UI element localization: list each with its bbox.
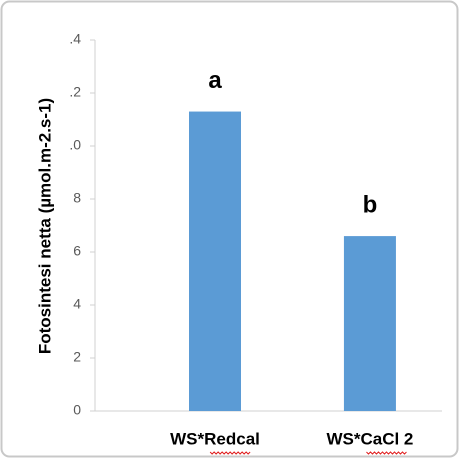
y-tick-label: 0 [73, 402, 81, 418]
y-tick-label: 2 [73, 349, 81, 365]
spellcheck-underline [366, 451, 407, 455]
bar [343, 236, 396, 411]
y-tick-label: .0 [69, 137, 81, 153]
x-tick-label: WS*CaCl 2 [326, 429, 413, 448]
x-tick-label: WS*Redcal [170, 429, 260, 448]
bar [189, 111, 241, 412]
y-tick-label: .4 [69, 31, 81, 47]
y-tick-label: .2 [69, 84, 81, 100]
y-axis-label: Fotosintesi netta (µmol.m-2.s-1) [35, 98, 54, 354]
annotation: b [363, 191, 378, 218]
y-tick-label: 4 [73, 296, 81, 312]
annotation: a [208, 67, 222, 94]
y-tick-label: 6 [73, 243, 81, 259]
spellcheck-underline [209, 451, 251, 455]
y-tick-label: 8 [73, 190, 81, 206]
